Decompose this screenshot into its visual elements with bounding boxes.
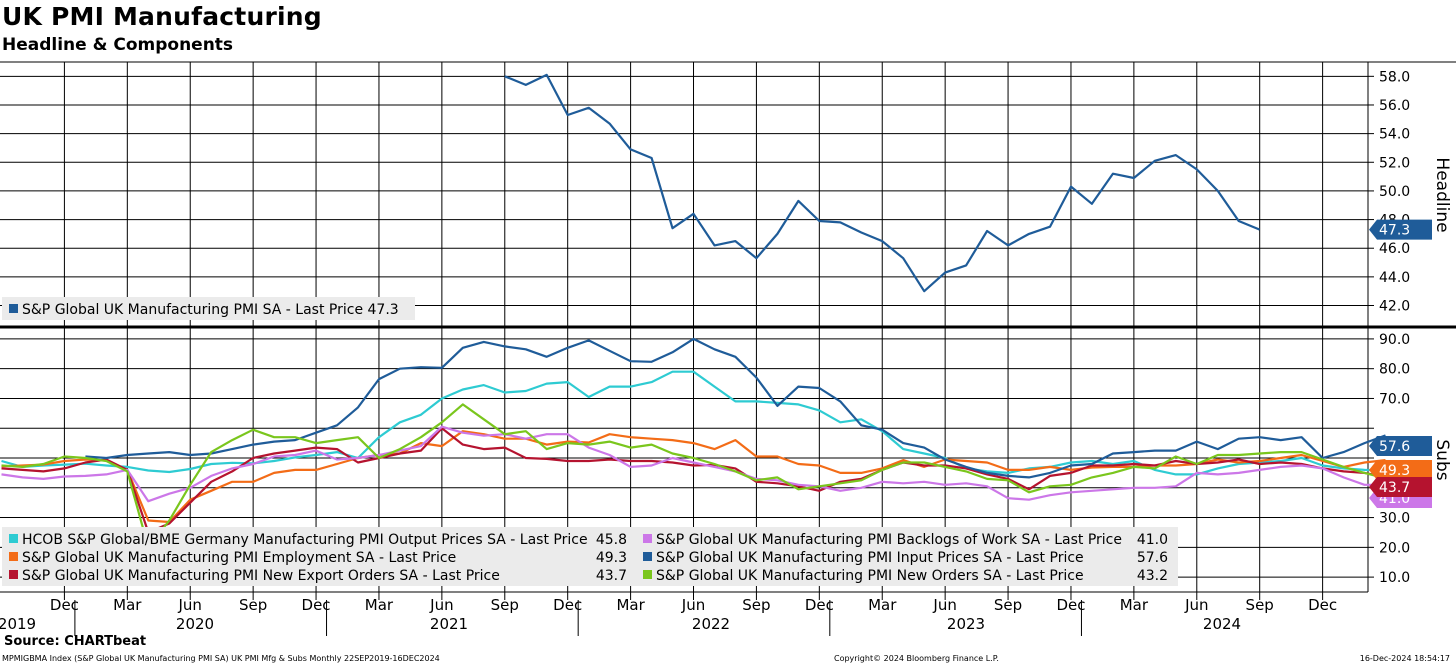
headline-axis-title: Headline xyxy=(1432,157,1452,232)
x-month-label: Sep xyxy=(1246,596,1274,614)
subs-series-line xyxy=(85,337,1386,479)
subs-last-price-tag-bg xyxy=(1369,436,1432,456)
subs-legend-swatch xyxy=(9,534,18,543)
footer-timestamp: 16-Dec-2024 18:54:17 xyxy=(1359,654,1450,663)
headline-y-tick-label: 58.0 xyxy=(1379,69,1410,85)
headline-legend-box xyxy=(2,297,415,320)
subs-legend-label: S&P Global UK Manufacturing PMI New Orde… xyxy=(656,568,1084,584)
subs-series-line xyxy=(1,370,1386,476)
x-month-label: Mar xyxy=(113,596,142,614)
subs-legend-last-price: 49.3 xyxy=(596,550,627,566)
subs-y-tick-label: 80.0 xyxy=(1379,362,1410,378)
headline-y-tick-label: 52.0 xyxy=(1379,155,1410,171)
subs-legend-last-price: 43.2 xyxy=(1137,568,1168,584)
x-month-label: Dec xyxy=(805,596,834,614)
x-month-label: Mar xyxy=(365,596,394,614)
source-note: Source: CHARTbeat xyxy=(4,634,147,649)
x-year-label: 2023 xyxy=(947,615,985,633)
subs-legend-last-price: 43.7 xyxy=(596,568,627,584)
x-month-label: Dec xyxy=(50,596,79,614)
subs-legend-box xyxy=(2,527,1178,586)
headline-legend-swatch xyxy=(9,304,18,313)
subs-y-tick-label: 90.0 xyxy=(1379,332,1410,348)
headline-series-line xyxy=(504,73,1261,293)
subs-legend-last-price: 41.0 xyxy=(1137,532,1168,548)
chart-subtitle: Headline & Components xyxy=(2,35,234,55)
subs-series-line xyxy=(1,427,1386,534)
headline-last-price-tag: 47.3 xyxy=(1379,223,1410,239)
x-month-label: Dec xyxy=(553,596,582,614)
x-month-label: Jun xyxy=(429,596,453,614)
x-year-label: 2022 xyxy=(692,615,730,633)
x-month-label: Sep xyxy=(239,596,267,614)
x-month-label: Dec xyxy=(1308,596,1337,614)
subs-y-tick-label: 20.0 xyxy=(1379,540,1410,556)
x-month-label: Jun xyxy=(932,596,956,614)
headline-y-tick-label: 44.0 xyxy=(1379,270,1410,286)
x-month-label: Dec xyxy=(302,596,331,614)
x-month-label: Sep xyxy=(491,596,519,614)
subs-legend-last-price: 45.8 xyxy=(596,532,627,548)
chart-title: UK PMI Manufacturing xyxy=(2,2,322,31)
subs-last-price-tag-bg xyxy=(1369,460,1432,480)
x-month-label: Mar xyxy=(616,596,645,614)
footer-copyright: Copyright© 2024 Bloomberg Finance L.P. xyxy=(834,654,999,663)
x-year-label: 2020 xyxy=(176,615,214,633)
x-month-label: Jun xyxy=(178,596,202,614)
x-month-label: Dec xyxy=(1056,596,1085,614)
subs-y-tick-label: 30.0 xyxy=(1379,511,1410,527)
subs-last-price-tag-bg xyxy=(1369,477,1432,497)
headline-legend-label: S&P Global UK Manufacturing PMI SA - Las… xyxy=(22,302,399,318)
headline-y-tick-label: 42.0 xyxy=(1379,299,1410,315)
headline-y-tick-label: 50.0 xyxy=(1379,184,1410,200)
x-year-label: 2024 xyxy=(1203,615,1241,633)
subs-y-tick-label: 10.0 xyxy=(1379,570,1410,586)
headline-last-price-tag-bg xyxy=(1369,219,1432,240)
subs-last-price-tag: 49.3 xyxy=(1379,463,1410,479)
x-month-label: Mar xyxy=(868,596,897,614)
subs-legend-label: S&P Global UK Manufacturing PMI Employme… xyxy=(22,550,456,566)
x-month-label: Sep xyxy=(994,596,1022,614)
subs-legend-label: S&P Global UK Manufacturing PMI Input Pr… xyxy=(656,550,1084,566)
subs-series-line xyxy=(1,403,1386,549)
subs-legend-swatch xyxy=(9,570,18,579)
subs-series-line xyxy=(1,425,1386,503)
subs-axis-title: Subs xyxy=(1432,439,1452,480)
subs-last-price-tag: 57.6 xyxy=(1379,439,1410,455)
subs-legend-swatch xyxy=(643,534,652,543)
subs-legend-swatch xyxy=(643,552,652,561)
headline-y-tick-label: 46.0 xyxy=(1379,241,1410,257)
x-year-label: 2021 xyxy=(430,615,468,633)
x-month-label: Mar xyxy=(1120,596,1149,614)
headline-y-tick-label: 54.0 xyxy=(1379,127,1410,143)
subs-legend-label: S&P Global UK Manufacturing PMI New Expo… xyxy=(22,568,500,584)
subs-last-price-tag: 43.7 xyxy=(1379,480,1410,496)
subs-y-tick-label: 70.0 xyxy=(1379,391,1410,407)
x-month-label: Sep xyxy=(742,596,770,614)
subs-legend-label: S&P Global UK Manufacturing PMI Backlogs… xyxy=(656,532,1122,548)
subs-legend-label: HCOB S&P Global/BME Germany Manufacturin… xyxy=(22,532,588,548)
subs-legend-last-price: 57.6 xyxy=(1137,550,1168,566)
headline-y-tick-label: 56.0 xyxy=(1379,98,1410,114)
x-month-label: Jun xyxy=(1184,596,1208,614)
footer-description: MPMIGBMA Index (S&P Global UK Manufactur… xyxy=(2,654,440,663)
x-year-label: 2019 xyxy=(0,615,36,633)
subs-legend-swatch xyxy=(643,570,652,579)
x-month-label: Jun xyxy=(681,596,705,614)
subs-legend-swatch xyxy=(9,552,18,561)
